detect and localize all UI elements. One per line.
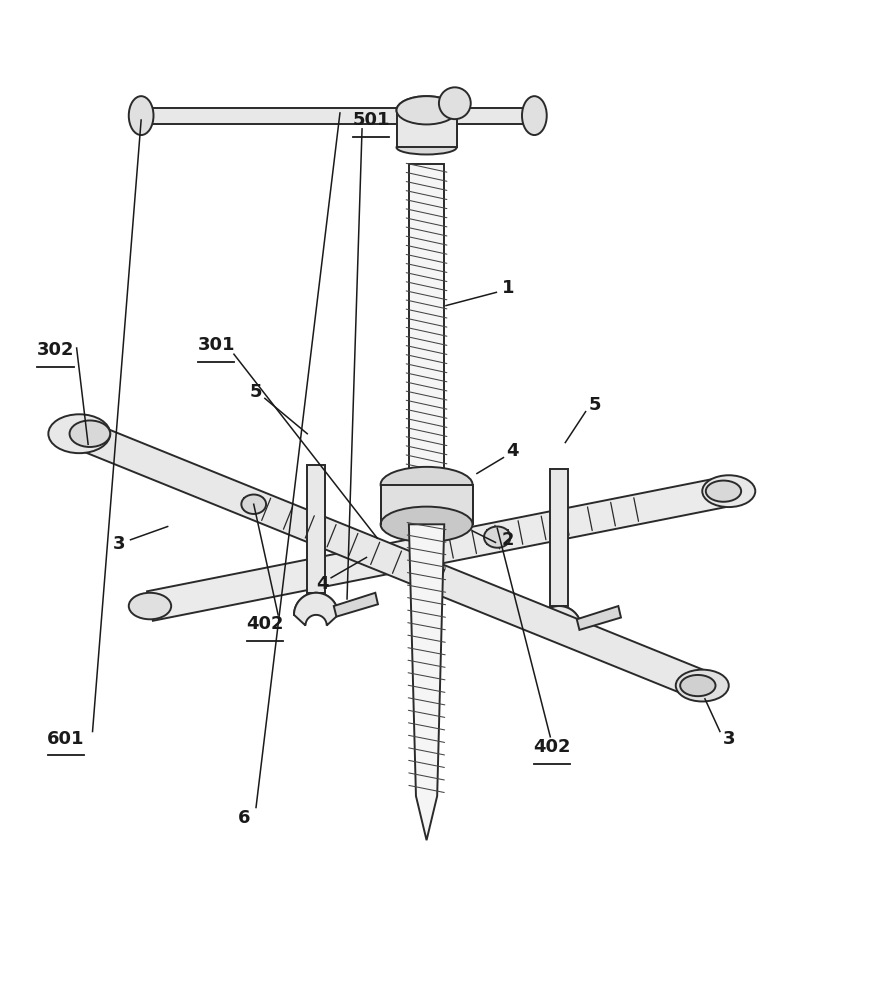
Polygon shape [577,606,621,630]
Polygon shape [294,593,338,625]
Text: 6: 6 [238,809,251,827]
Text: 3: 3 [112,535,125,553]
Ellipse shape [381,507,473,542]
Ellipse shape [397,96,457,124]
Text: 1: 1 [501,279,514,297]
Ellipse shape [397,140,457,154]
Polygon shape [550,469,568,606]
Ellipse shape [242,495,266,514]
Polygon shape [307,465,325,593]
Text: 402: 402 [533,738,571,756]
Text: 4: 4 [506,442,518,460]
Polygon shape [397,110,457,147]
Text: 402: 402 [246,615,284,633]
Ellipse shape [522,96,547,135]
Ellipse shape [484,527,510,548]
Ellipse shape [381,467,473,502]
Polygon shape [381,485,473,524]
Polygon shape [74,420,708,699]
Polygon shape [409,164,444,487]
Text: 302: 302 [37,341,74,359]
Ellipse shape [681,675,715,696]
Ellipse shape [397,96,457,124]
Polygon shape [147,476,731,621]
Polygon shape [487,530,508,544]
Text: 2: 2 [501,531,514,549]
Polygon shape [397,110,457,147]
Text: 3: 3 [723,730,735,748]
Text: 301: 301 [197,336,235,354]
Ellipse shape [706,481,741,502]
Ellipse shape [128,593,171,619]
Ellipse shape [407,104,446,127]
Polygon shape [141,108,534,124]
Text: 501: 501 [352,111,390,129]
Text: 5: 5 [250,383,262,401]
Text: 5: 5 [588,396,600,414]
Ellipse shape [439,87,471,119]
Polygon shape [244,498,263,510]
Ellipse shape [70,420,111,447]
Text: 601: 601 [47,730,85,748]
Polygon shape [537,606,582,639]
Ellipse shape [128,96,153,135]
Ellipse shape [48,414,111,453]
Polygon shape [409,524,444,840]
Text: 4: 4 [316,575,328,593]
Ellipse shape [676,670,729,701]
Ellipse shape [702,475,756,507]
Polygon shape [334,593,378,617]
